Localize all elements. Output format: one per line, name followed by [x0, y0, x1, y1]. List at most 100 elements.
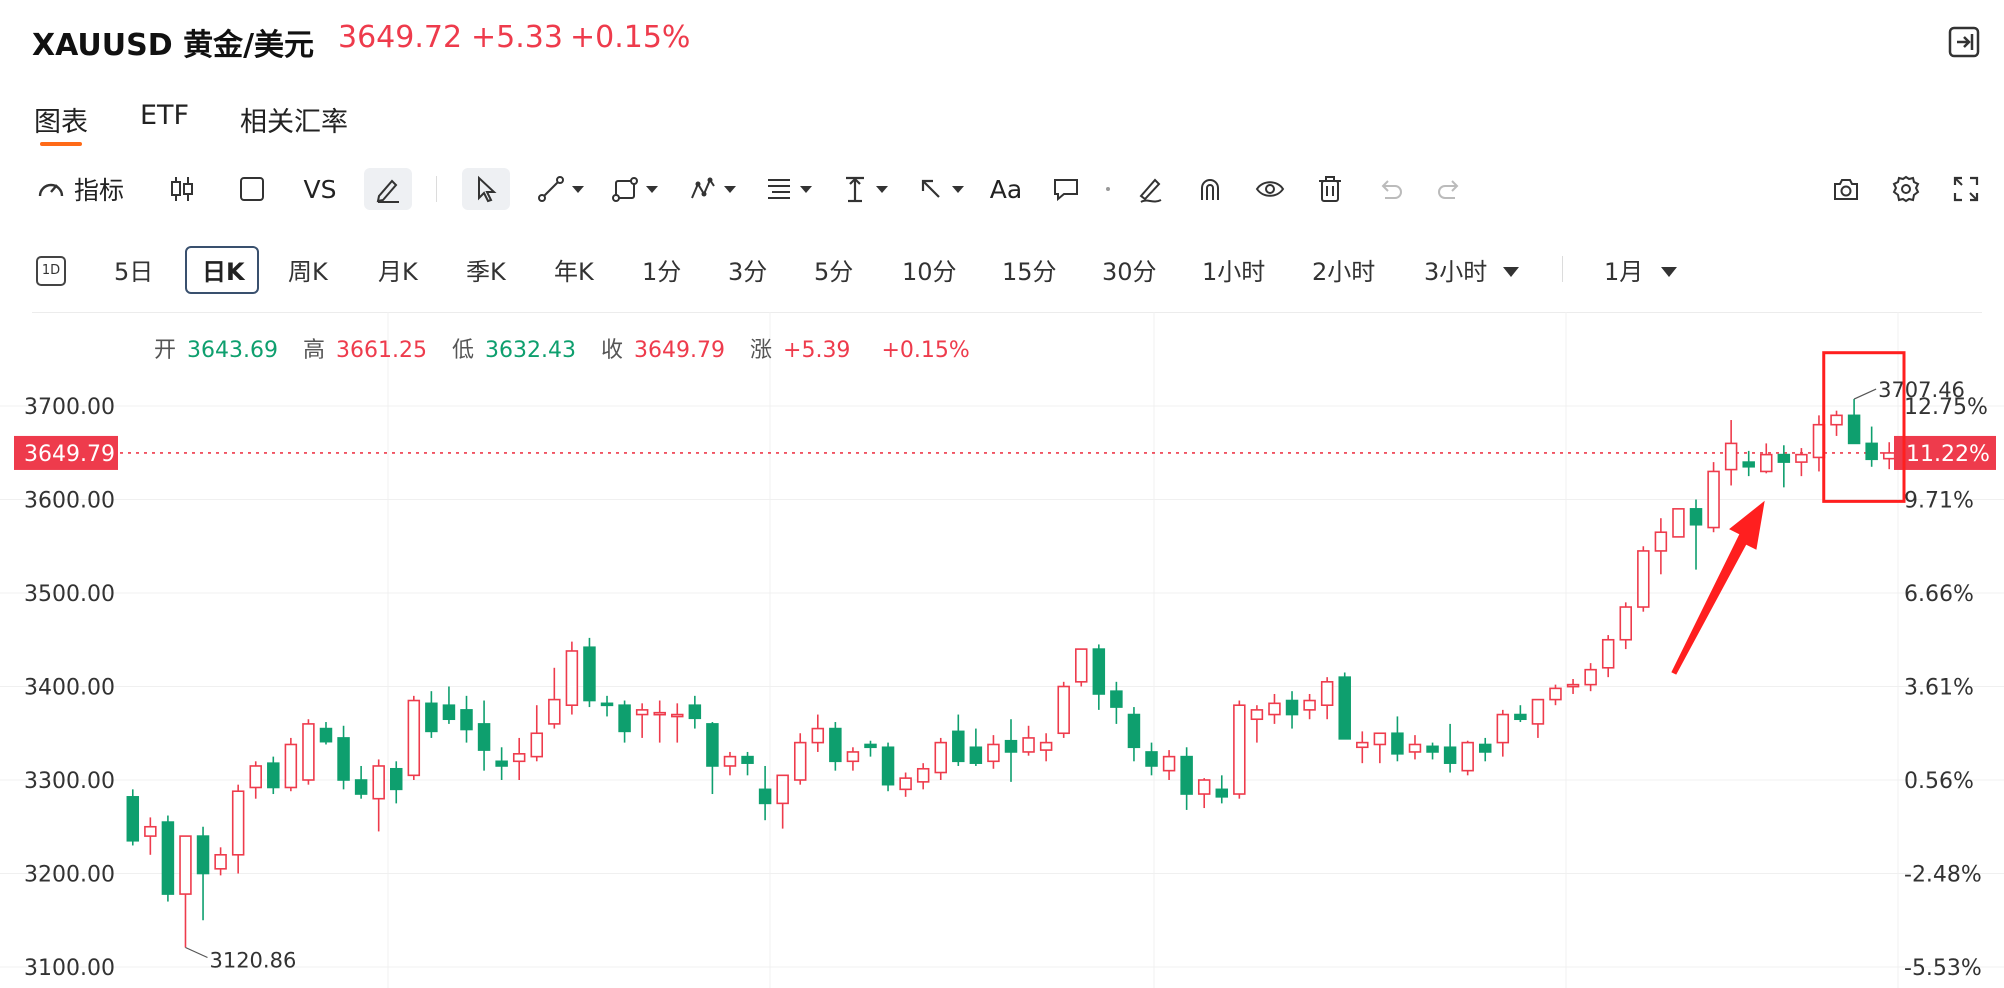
candle-type-button[interactable] — [164, 168, 200, 210]
candle-body — [1478, 743, 1492, 753]
line-tool-button[interactable] — [532, 168, 588, 210]
timeframe-3h-dropdown[interactable]: 3小时 — [1424, 252, 1520, 292]
candle-body — [1865, 442, 1878, 461]
pct-axis-label: 12.75% — [1904, 395, 1988, 420]
draw-toggle-button[interactable] — [364, 168, 412, 210]
range-label: 1月 — [1604, 258, 1644, 286]
timeframe-daily[interactable]: 日K — [202, 258, 245, 286]
candle-body — [1443, 746, 1457, 764]
tab-related-rates[interactable]: 相关汇率 — [240, 107, 348, 138]
candle-body — [354, 779, 368, 795]
visibility-toggle-button[interactable] — [1250, 168, 1290, 210]
candle-body — [1461, 741, 1474, 772]
tab-chart[interactable]: 图表 — [34, 107, 88, 138]
vs-label: VS — [303, 174, 337, 204]
ohlc-info: 开 3643.69 高 3661.25 低 3632.43 收 3649.79 … — [154, 332, 974, 364]
arrow-tool-button[interactable] — [912, 168, 968, 210]
speech-bubble-icon — [1054, 179, 1078, 202]
candle-body — [600, 702, 614, 707]
timeframe-3min[interactable]: 3分 — [728, 258, 768, 286]
timeframe-30min[interactable]: 30分 — [1102, 258, 1157, 286]
close-value: 3649.79 — [634, 338, 725, 363]
y-axis-label: 3400.00 — [24, 676, 115, 701]
delete-drawings-button[interactable] — [1310, 168, 1350, 210]
pattern-tool-button[interactable] — [684, 168, 740, 210]
brush-icon — [1139, 178, 1162, 203]
pct-axis-label: -2.48% — [1904, 863, 1982, 888]
screenshot-button[interactable] — [1826, 168, 1866, 210]
tab-etf[interactable]: ETF — [140, 100, 190, 131]
fullscreen-button[interactable] — [1946, 168, 1986, 210]
exit-fullscreen-button[interactable] — [1946, 24, 1982, 60]
timeframe-weekly[interactable]: 周K — [288, 258, 328, 286]
price-range-icon — [846, 176, 864, 203]
candle-body — [1233, 704, 1246, 795]
timeframe-2h[interactable]: 2小时 — [1312, 258, 1376, 286]
undo-button[interactable] — [1370, 168, 1410, 210]
arrow-up-left-icon — [921, 179, 940, 198]
candle-body — [337, 737, 350, 781]
brush-tool-button[interactable] — [1130, 168, 1170, 210]
undo-icon — [1381, 180, 1402, 199]
timeframe-quarterly[interactable]: 季K — [466, 258, 506, 286]
fib-tool-button[interactable] — [760, 168, 816, 210]
y-axis-label: 3300.00 — [24, 769, 115, 794]
timeframe-15min[interactable]: 15分 — [1002, 258, 1057, 286]
candle-body — [1039, 741, 1053, 751]
y-axis-label: 3600.00 — [24, 489, 115, 514]
camera-icon — [1834, 179, 1858, 200]
pct-axis-label: 9.71% — [1904, 489, 1974, 514]
candle-body — [1531, 698, 1545, 725]
candle-body — [811, 727, 825, 744]
candle-body — [1882, 452, 1896, 460]
candle-body — [1022, 737, 1035, 753]
indicator-button[interactable]: 指标 — [32, 168, 128, 210]
candle-body — [776, 774, 789, 805]
candle-body — [1057, 685, 1070, 735]
cursor-tool-button[interactable] — [462, 168, 510, 210]
high-label: 高 — [303, 338, 326, 363]
timeframe-1min[interactable]: 1分 — [642, 258, 682, 286]
measure-tool-button[interactable] — [836, 168, 892, 210]
timeframe-5min[interactable]: 5分 — [814, 258, 854, 286]
candle-body — [1707, 470, 1720, 529]
candle-body — [1847, 414, 1861, 445]
text-tool-button[interactable]: Aa — [986, 168, 1026, 210]
timeframe-monthly[interactable]: 月K — [378, 258, 418, 286]
compare-checkbox[interactable] — [234, 168, 270, 210]
candle-body — [565, 650, 579, 707]
shape-tool-button[interactable] — [606, 168, 662, 210]
candle-body — [1215, 788, 1229, 798]
candle-body — [1110, 690, 1123, 708]
pencil-icon — [376, 179, 399, 203]
redo-button[interactable] — [1430, 168, 1470, 210]
settings-button[interactable] — [1886, 168, 1926, 210]
chevron-down-icon — [724, 185, 736, 193]
candle-body — [477, 723, 491, 751]
candle-body — [1127, 713, 1141, 749]
comment-tool-button[interactable] — [1046, 168, 1086, 210]
candle-body — [1162, 755, 1176, 772]
candle-body — [1145, 751, 1158, 767]
vs-button[interactable]: VS — [298, 168, 342, 210]
timeframe-3h-label: 3小时 — [1424, 258, 1488, 286]
magnet-tool-button[interactable] — [1190, 168, 1230, 210]
range-dropdown[interactable]: 1月 — [1604, 252, 1678, 292]
change-label: 涨 — [750, 338, 773, 363]
candle-body — [425, 702, 438, 733]
chevron-down-icon — [646, 185, 658, 193]
timeframe-yearly[interactable]: 年K — [554, 258, 594, 286]
candle-body — [987, 743, 1000, 763]
timeframe-1h[interactable]: 1小时 — [1202, 258, 1266, 286]
timeframe-5d[interactable]: 5日 — [114, 258, 154, 286]
fibonacci-icon — [768, 179, 790, 199]
candle-body — [1004, 739, 1018, 753]
open-label: 开 — [154, 338, 177, 363]
candle-body — [548, 698, 561, 725]
candlestick-chart[interactable]: 3120.86 3707.46 3700.00 3600.00 3500.00 3400.… — [0, 312, 2004, 988]
candle-body — [1689, 508, 1703, 526]
candle-body — [1408, 743, 1422, 753]
one-day-icon[interactable]: 1D — [36, 256, 66, 286]
timeframe-10min[interactable]: 10分 — [902, 258, 957, 286]
candle-body — [1426, 745, 1439, 753]
